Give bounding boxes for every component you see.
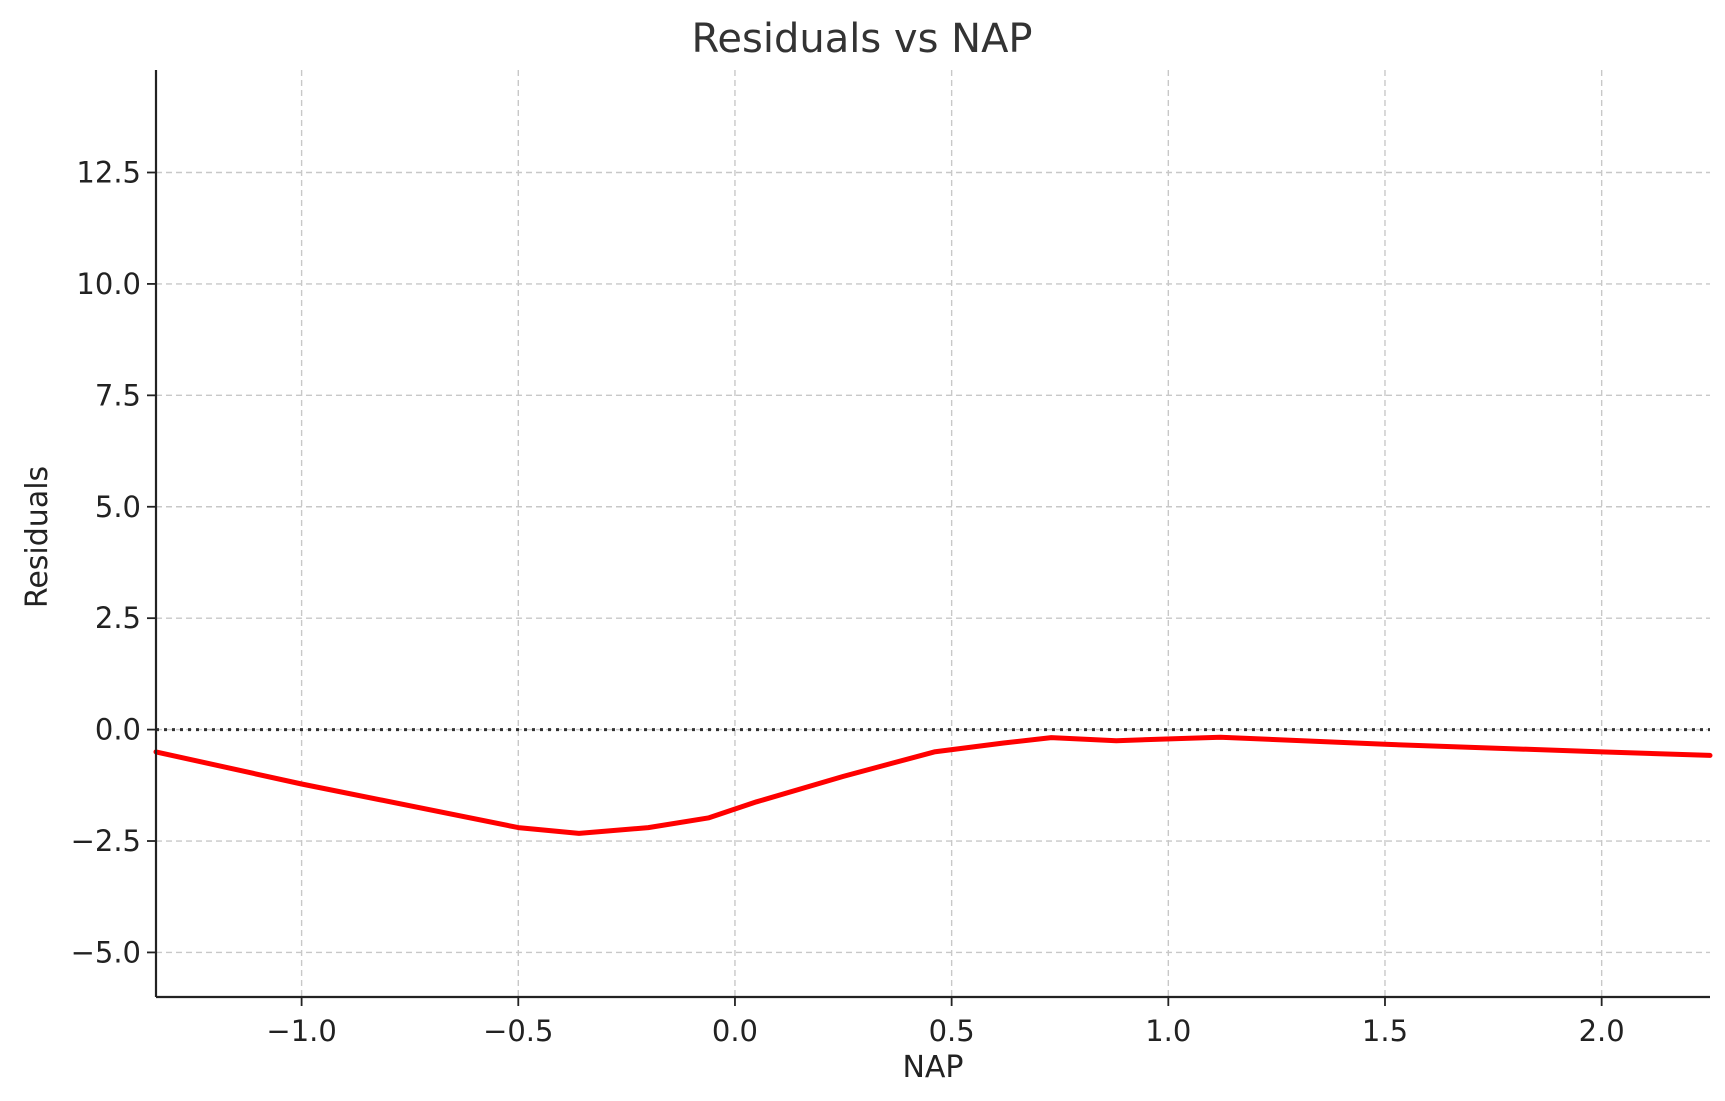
grid	[156, 70, 1710, 997]
x-tick-label: 0.5	[929, 1014, 975, 1048]
y-tick-label: 10.0	[76, 267, 141, 301]
y-axis-label: Residuals	[20, 466, 55, 608]
y-tick-label: 2.5	[95, 601, 141, 635]
x-tick-label: −1.0	[266, 1014, 336, 1048]
x-tick-label: 0.0	[712, 1014, 758, 1048]
x-tick-label: −0.5	[483, 1014, 553, 1048]
series-group	[153, 734, 1713, 836]
y-ticks: −5.0 −2.5 0.0 2.5 5.0 7.5 10.0 12.5	[71, 156, 156, 969]
x-ticks: −1.0 −0.5 0.0 0.5 1.0 1.5 2.0	[266, 997, 1625, 1048]
y-tick-label: 7.5	[95, 378, 141, 412]
y-tick-label: 12.5	[76, 156, 141, 190]
x-tick-label: 2.0	[1579, 1014, 1625, 1048]
y-tick-label: 5.0	[95, 490, 141, 524]
x-axis-label: NAP	[902, 1050, 963, 1085]
y-tick-label: 0.0	[95, 713, 141, 747]
y-tick-label: −5.0	[71, 935, 141, 969]
x-tick-label: 1.5	[1362, 1014, 1408, 1048]
chart-title: Residuals vs NAP	[691, 16, 1032, 62]
y-tick-label: −2.5	[71, 824, 141, 858]
x-tick-label: 1.0	[1145, 1014, 1191, 1048]
residuals-series-line	[153, 734, 1713, 836]
